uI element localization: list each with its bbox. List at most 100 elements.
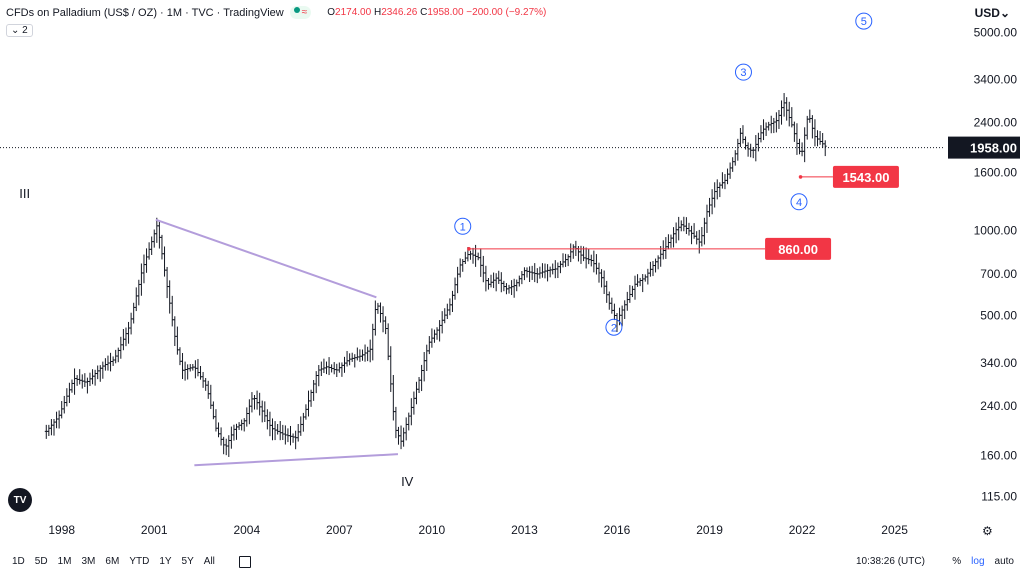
price-bar <box>453 277 457 300</box>
price-bar <box>389 346 393 392</box>
price-bar <box>517 275 521 287</box>
market-status-icon[interactable]: ≈ <box>289 6 312 19</box>
log-toggle[interactable]: log <box>971 556 985 567</box>
symbol-title[interactable]: CFDs on Palladium (US$ / OZ) · 1M · TVC … <box>6 6 284 19</box>
price-bar <box>317 365 321 387</box>
price-bar <box>98 365 102 382</box>
timeframe-1d[interactable]: 1D <box>12 556 25 567</box>
price-bar <box>211 401 215 420</box>
price-bar <box>304 404 308 420</box>
price-bar <box>235 423 239 440</box>
time-axis[interactable]: 1998 2001 2004 2007 2010 2013 2016 2019 2022 2025 <box>48 523 908 537</box>
price-bar <box>67 382 71 404</box>
price-bar <box>726 168 730 185</box>
timeframe-1y[interactable]: 1Y <box>159 556 172 567</box>
price-bar <box>278 421 282 441</box>
price-bar <box>273 421 277 441</box>
price-bar <box>499 272 503 293</box>
price-bar <box>702 217 706 245</box>
x-tick-label: 1998 <box>48 523 75 537</box>
price-bar <box>718 182 722 198</box>
price-bar <box>368 339 372 363</box>
timeframe-1m[interactable]: 1M <box>57 556 72 567</box>
price-bar <box>733 150 737 166</box>
price-bar <box>751 147 755 159</box>
price-bar <box>88 372 92 387</box>
currency-selector[interactable]: USD⌄ <box>974 6 1010 20</box>
price-bar <box>134 287 138 312</box>
trend-lines <box>155 218 399 467</box>
tradingview-logo[interactable]: TV <box>8 488 32 512</box>
price-bar <box>191 363 195 371</box>
price-bar <box>530 265 534 280</box>
price-bar <box>551 263 555 275</box>
price-bar <box>430 328 434 348</box>
percent-toggle[interactable]: % <box>952 556 962 567</box>
price-bar <box>818 131 822 145</box>
price-bar <box>314 371 318 394</box>
price-bar <box>319 361 323 377</box>
utc-clock[interactable]: 10:38:26 (UTC) <box>856 556 925 567</box>
timeframe-3m[interactable]: 3M <box>81 556 96 567</box>
price-bar <box>101 361 105 379</box>
timeframe-ytd[interactable]: YTD <box>129 556 150 567</box>
price-bar <box>337 362 341 373</box>
price-bar <box>309 389 313 407</box>
level-label: 1543.00 <box>842 170 889 185</box>
price-bar <box>170 295 174 327</box>
calendar-icon[interactable] <box>238 556 251 568</box>
price-bar <box>746 142 750 157</box>
price-bar <box>823 140 827 157</box>
price-bar <box>62 395 66 414</box>
price-bar <box>510 280 514 296</box>
gear-icon[interactable]: ⚙ <box>982 524 993 538</box>
price-bar <box>52 418 56 436</box>
price-bar <box>47 424 51 437</box>
price-bar <box>70 379 74 393</box>
price-bar <box>695 231 699 245</box>
price-bar <box>420 364 424 392</box>
wave-circle <box>790 193 808 211</box>
auto-toggle[interactable]: auto <box>994 556 1014 567</box>
price-bar <box>353 354 357 368</box>
price-bar <box>525 267 529 278</box>
price-bar <box>409 398 413 426</box>
price-bar <box>96 365 100 380</box>
scale-options: % log auto <box>952 556 1014 567</box>
price-bar <box>785 97 789 121</box>
price-bar <box>623 300 627 320</box>
price-bar <box>219 427 223 446</box>
price-bar <box>83 373 87 387</box>
price-bar <box>566 254 570 267</box>
price-bar <box>448 298 452 316</box>
price-axis[interactable]: 5000.00 3400.00 2400.00 1600.00 1000.00 700.0… <box>948 25 1020 503</box>
price-bar <box>792 121 796 142</box>
price-bar <box>402 427 406 447</box>
price-bar <box>114 349 118 364</box>
price-bar <box>119 336 123 359</box>
price-bar <box>73 368 77 395</box>
price-bar <box>507 284 511 294</box>
timeframe-6m[interactable]: 6M <box>105 556 120 567</box>
price-bar <box>340 362 344 377</box>
price-bar <box>795 123 799 155</box>
price-bar <box>414 381 418 405</box>
y-tick-label: 1600.00 <box>974 165 1018 179</box>
price-bar <box>443 308 447 324</box>
price-bar <box>229 426 233 449</box>
price-bar <box>471 247 475 264</box>
price-bar <box>625 291 629 311</box>
price-bar <box>139 263 143 296</box>
wave-labels: IIIIVV12345 <box>19 12 873 489</box>
indicators-toggle[interactable]: ⌄ 2 <box>6 24 33 37</box>
price-bar <box>286 428 290 443</box>
timeframe-5y[interactable]: 5Y <box>181 556 194 567</box>
symbol-header: CFDs on Palladium (US$ / OZ) · 1M · TVC … <box>6 6 546 19</box>
timeframe-all[interactable]: All <box>203 556 215 567</box>
price-bar <box>160 234 164 260</box>
timeframe-5d[interactable]: 5D <box>34 556 48 567</box>
price-bar <box>258 392 262 416</box>
price-bar <box>569 243 573 263</box>
price-bar <box>129 312 133 335</box>
